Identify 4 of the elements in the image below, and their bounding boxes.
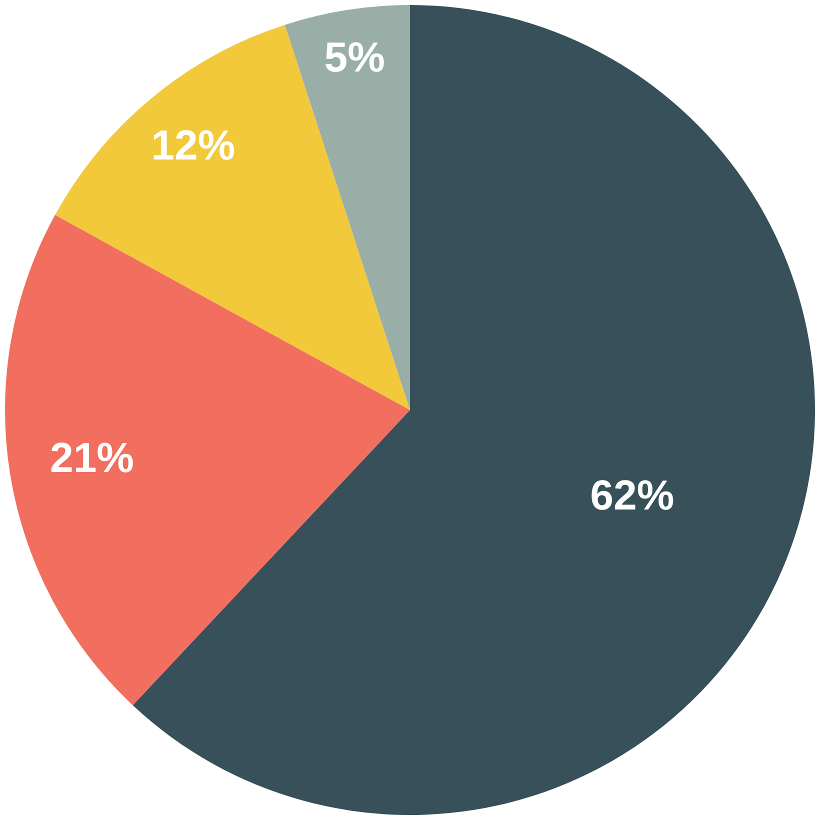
data-label: 62%	[590, 472, 674, 519]
data-label: 21%	[50, 434, 134, 481]
data-label: 5%	[324, 34, 385, 81]
data-label: 12%	[151, 121, 236, 168]
